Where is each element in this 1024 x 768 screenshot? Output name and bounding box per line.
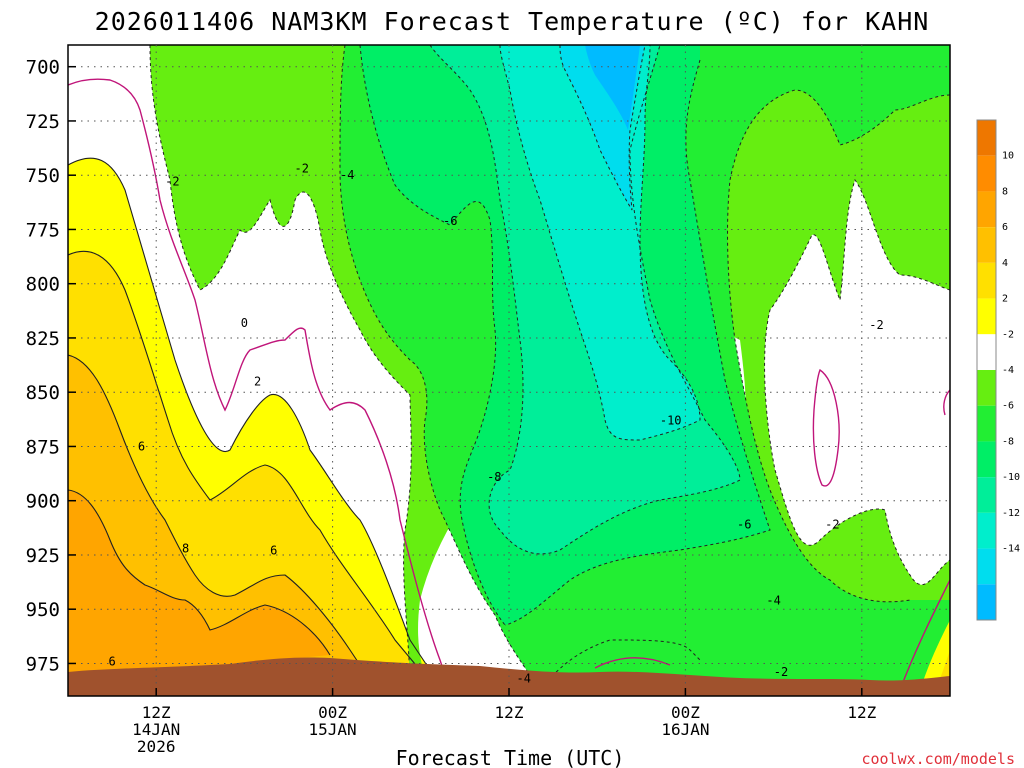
contour-neg10-line — [499, 45, 701, 441]
colorbar-label: -10 — [1002, 472, 1020, 483]
contour-neg12-line — [559, 45, 646, 211]
colorbar-label: -2 — [1002, 329, 1014, 340]
x-tick-label: 15JAN — [309, 720, 357, 739]
colorbar-label: 6 — [1002, 222, 1008, 233]
y-tick-label: 800 — [26, 274, 60, 296]
contour-value-label: -2 — [165, 175, 179, 189]
colorbar-swatch — [977, 120, 996, 156]
gridlines — [68, 45, 950, 696]
contour-value-label: 2 — [254, 374, 261, 388]
chart-title: 2026011406 NAM3KM Forecast Temperature (… — [95, 7, 930, 36]
colorbar-swatch — [977, 191, 996, 228]
contour-neg2b-line — [764, 178, 950, 585]
colorbar-label: 4 — [1002, 258, 1008, 269]
colorbar: 10 8 6 4 2 -2 -4 -6 -8 -10 -12 -14 — [976, 119, 1020, 621]
x-tick-label: 12Z — [142, 703, 171, 722]
y-tick-label: 975 — [26, 653, 60, 675]
contour-0c-line — [943, 389, 950, 416]
contour-neg2c-line — [539, 639, 701, 691]
contour-value-label: 8 — [182, 541, 189, 555]
contour-2-line — [68, 157, 431, 671]
y-tick-label: 775 — [26, 219, 60, 241]
contour-value-label: -2 — [825, 518, 839, 532]
contour-value-label: 6 — [138, 439, 145, 453]
contour-value-label: -4 — [516, 672, 530, 686]
contour-value-label: -6 — [443, 214, 457, 228]
colorbar-swatch — [977, 370, 996, 406]
contour-6-line — [68, 354, 361, 666]
colorbar-swatch — [977, 334, 996, 370]
y-tick-label: 875 — [26, 436, 60, 458]
contour-value-label: -4 — [766, 594, 780, 608]
colorbar-swatch — [977, 548, 996, 585]
contour-neg6-line — [359, 45, 506, 626]
colorbar-swatch — [977, 584, 996, 620]
contour-8-line — [68, 489, 331, 656]
field-cold-14 — [585, 45, 640, 130]
colorbar-label: -12 — [1002, 508, 1020, 519]
credit-label: coolwx.com/models — [861, 750, 1015, 768]
contour-value-label: -8 — [487, 470, 501, 484]
contour-0e-line — [594, 657, 671, 669]
contour-neg4-line — [339, 45, 541, 691]
contour-value-label: -2 — [774, 665, 788, 679]
colorbar-swatch — [977, 512, 996, 549]
contour-value-label: 6 — [270, 544, 277, 558]
contour-lines-zero — [68, 78, 950, 691]
contour-value-label: 6 — [108, 654, 115, 668]
y-axis: 700 725 750 775 800 825 850 875 900 925 950 975 — [26, 57, 76, 675]
contour-value-label: -2 — [295, 162, 309, 176]
x-tick-label: 12Z — [495, 703, 524, 722]
x-tick-label: 14JAN — [132, 720, 180, 739]
colorbar-swatch — [977, 298, 996, 335]
contour-value-label: -6 — [737, 518, 751, 532]
colorbar-label: 2 — [1002, 294, 1008, 305]
colorbar-label: 10 — [1002, 151, 1014, 162]
contour-neg8-line — [429, 45, 741, 555]
field-cold-10 — [500, 45, 700, 440]
y-tick-label: 925 — [26, 545, 60, 567]
y-tick-label: 700 — [26, 57, 60, 79]
y-tick-label: 750 — [26, 165, 60, 187]
colorbar-swatch — [977, 441, 996, 478]
x-tick-label: 00Z — [318, 703, 347, 722]
contour-value-label: -2 — [869, 318, 883, 332]
x-tick-label: 16JAN — [661, 720, 709, 739]
colorbar-swatch — [977, 477, 996, 513]
colorbar-swatch — [977, 155, 996, 192]
y-tick-label: 900 — [26, 491, 60, 513]
contour-lines — [149, 45, 950, 691]
contour-labels: -2 -2 -4 -6 0 2 6 8 6 6 -8 -10 -6 -4 -2 -2 -2 -4 — [108, 162, 883, 686]
y-tick-label: 725 — [26, 111, 60, 133]
contour-0d-line — [899, 579, 950, 691]
x-tick-label: 12Z — [847, 703, 876, 722]
contour-value-label: -4 — [340, 168, 354, 182]
colorbar-label: -4 — [1002, 365, 1014, 376]
contour-4-line — [68, 250, 421, 671]
colorbar-label: -14 — [1002, 544, 1020, 555]
contour-value-label: 0 — [241, 316, 248, 330]
contour-field — [68, 45, 950, 696]
contour-value-label: -10 — [660, 413, 682, 427]
contour-neg6b-line — [504, 59, 771, 626]
colorbar-label: 8 — [1002, 186, 1008, 197]
y-tick-label: 850 — [26, 382, 60, 404]
colorbar-label: -8 — [1002, 436, 1014, 447]
x-tick-label: 2026 — [137, 737, 176, 756]
colorbar-swatch — [977, 262, 996, 299]
x-axis-label: Forecast Time (UTC) — [396, 746, 625, 768]
field-warm-8 — [68, 490, 330, 680]
x-tick-label: 00Z — [671, 703, 700, 722]
contour-0-line — [68, 78, 451, 691]
y-tick-label: 825 — [26, 328, 60, 350]
contour-0b-line — [812, 368, 840, 487]
y-tick-label: 950 — [26, 599, 60, 621]
colorbar-swatch — [977, 227, 996, 263]
contour-lines-positive — [68, 157, 431, 671]
colorbar-label: -6 — [1002, 401, 1014, 412]
colorbar-swatch — [977, 405, 996, 442]
colorbar-frame — [976, 119, 997, 621]
